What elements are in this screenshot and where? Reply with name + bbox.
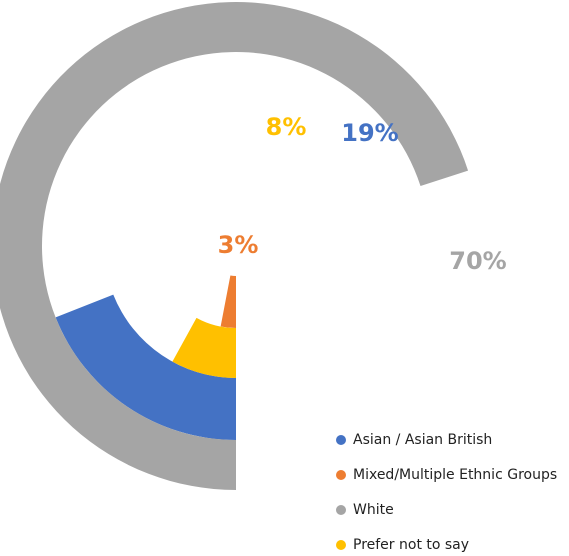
ring-bar	[172, 317, 236, 378]
legend-swatch	[336, 540, 346, 550]
ring-bar	[55, 294, 236, 440]
value-label: 70%	[449, 247, 506, 275]
legend-label: Prefer not to say	[353, 537, 469, 553]
ring-bar	[220, 275, 236, 328]
value-label: 19%	[341, 119, 398, 147]
legend-swatch	[336, 470, 346, 480]
legend-swatch	[336, 435, 346, 445]
legend-label: White	[353, 502, 394, 518]
legend-swatch	[336, 505, 346, 515]
value-label: 3%	[218, 231, 259, 259]
legend-label: Mixed/Multiple Ethnic Groups	[353, 467, 557, 483]
legend-label: Asian / Asian British	[353, 432, 492, 448]
value-label: 8%	[266, 113, 307, 141]
